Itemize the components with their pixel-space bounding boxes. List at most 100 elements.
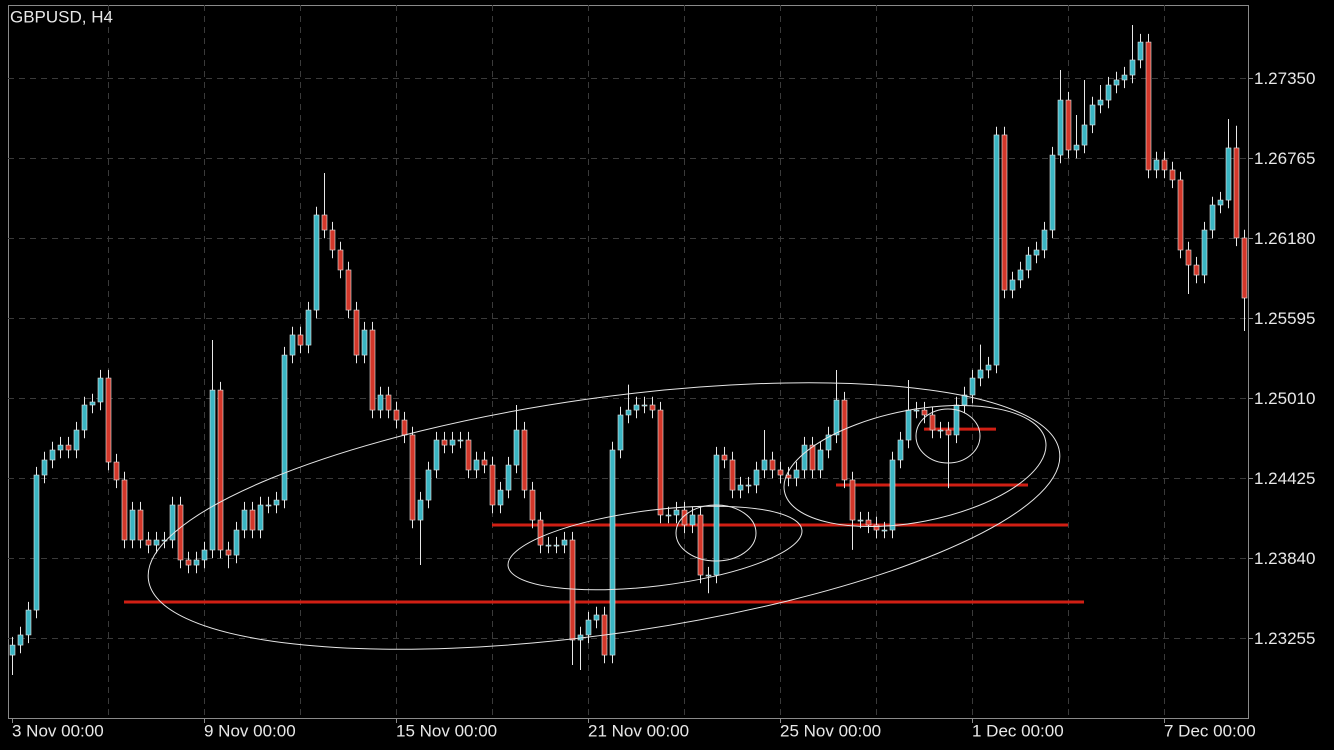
candle-body [153,539,160,546]
candle-body [25,609,32,636]
candle-body [937,429,944,432]
candle-body [497,489,504,506]
candle-body [1241,237,1248,299]
candle-body [633,404,640,411]
ellipse [507,505,803,591]
candle-body [689,514,696,526]
candle-body [137,509,144,541]
candle-body [1217,199,1224,206]
candle-body [1105,84,1112,101]
candle-body [265,504,272,507]
candle-body [1025,254,1032,271]
candle-body [401,419,408,436]
candle-body [1145,41,1152,171]
ellipse [915,408,981,464]
candle-body [329,229,336,251]
candle-body [1177,179,1184,251]
candle-body [1057,99,1064,156]
candle-body [617,414,624,451]
candle-body [745,484,752,487]
candle-body [321,214,328,231]
candle-body [1097,99,1104,106]
candle-body [1033,249,1040,256]
candle-body [121,479,128,541]
candle-body [609,449,616,656]
candle-body [1081,124,1088,146]
candle-body [1065,99,1072,151]
x-tick-label: 25 Nov 00:00 [780,721,881,740]
candle-body [105,377,112,463]
y-tick-label: 1.26180 [1254,229,1315,248]
candle-body [1073,144,1080,151]
candle-body [281,354,288,501]
candle-body [113,461,120,481]
y-tick-label: 1.25595 [1254,309,1315,328]
candle-body [377,394,384,411]
candle-body [209,389,216,551]
candle-body [9,644,16,656]
candle-body [233,529,240,556]
candle-body [393,409,400,421]
candle-body [441,439,448,446]
candle-body [489,464,496,506]
candle-body [89,401,96,406]
candle-body [1049,154,1056,231]
candle-body [545,544,552,547]
candle-body [569,539,576,641]
candle-body [585,619,592,636]
candle-body [713,454,720,576]
plot-frame [8,5,1249,719]
candle-body [1017,269,1024,281]
candles [9,24,1248,676]
candle-body [881,529,888,532]
candle-body [1001,134,1008,291]
candle-body [473,459,480,471]
candle-body [801,444,808,471]
y-tick-label: 1.23255 [1254,629,1315,648]
candle-body [841,399,848,481]
candle-body [793,469,800,479]
y-tick-label: 1.26765 [1254,149,1315,168]
candle-body [1201,229,1208,276]
candle-body [969,377,976,396]
candle-body [593,614,600,621]
x-tick-label: 3 Nov 00:00 [12,721,104,740]
candle-body [1113,79,1120,86]
grid [8,5,1248,718]
candle-body [721,454,728,461]
candle-body [833,399,840,436]
candle-body [641,404,648,407]
ellipse [675,504,757,562]
candle-body [145,539,152,546]
candle-body [249,509,256,531]
candle-body [865,519,872,526]
candle-body [49,449,56,461]
candle-body [433,439,440,471]
candle-body [809,444,816,471]
candle-body [241,509,248,531]
candle-body [761,459,768,471]
candle-body [129,509,136,541]
candle-body [353,309,360,356]
candle-body [409,434,416,521]
candle-body [97,377,104,403]
candle-body [169,504,176,541]
candle-body [1233,147,1240,239]
candle-body [1137,41,1144,61]
ellipse [147,382,1061,650]
candle-body [1169,169,1176,181]
candle-body [1225,147,1232,201]
x-tick-label: 15 Nov 00:00 [396,721,497,740]
x-tick-label: 21 Nov 00:00 [588,721,689,740]
candle-body [185,559,192,566]
candle-body [65,444,72,451]
candle-body [337,249,344,271]
candle-body [889,459,896,531]
candle-body [17,634,24,646]
candle-body [753,469,760,486]
candle-body [625,409,632,416]
candle-body [257,504,264,531]
candle-body [537,519,544,546]
candle-body [505,464,512,491]
candle-body [457,439,464,442]
